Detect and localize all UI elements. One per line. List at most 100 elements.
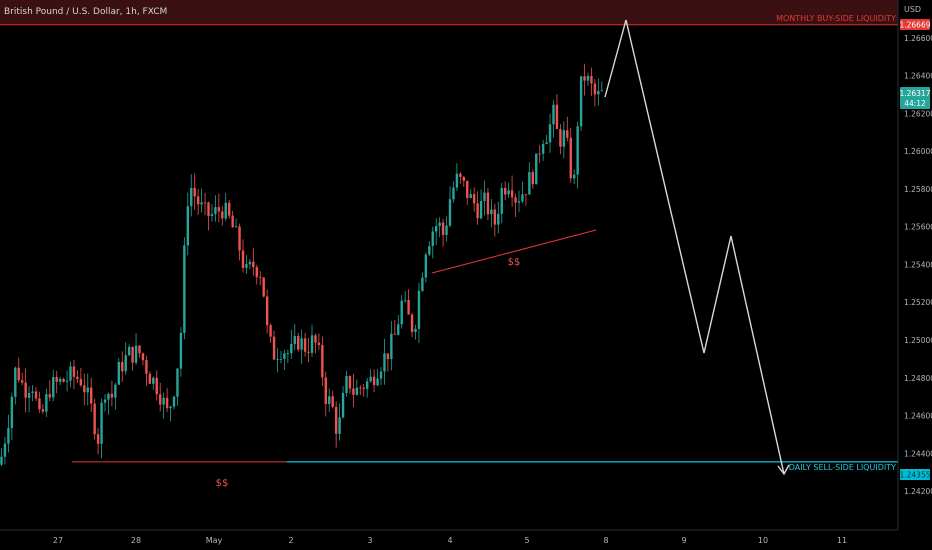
price-tick-label: 1.25600 [904,223,932,232]
candle-body [290,343,293,354]
candle-body [48,394,51,398]
time-tick-label: 4 [447,536,452,545]
candle-body [579,76,583,127]
projection-path[interactable] [604,19,785,475]
candle-body [238,226,241,251]
candle-body [7,428,10,444]
candle-body [390,333,393,360]
lower-ss-label: $$ [216,478,229,489]
candle-body [486,192,490,215]
candle-body [214,207,217,215]
candle-body [528,172,531,195]
candle-body [38,398,41,410]
candle-body [472,194,476,204]
candle-body [103,399,107,403]
candle-body [86,387,89,393]
candle-body [269,325,272,337]
time-tick-label: 8 [603,536,608,545]
candle-body [469,194,472,199]
candle-body [407,299,410,315]
candle-body [483,192,486,202]
candle-body [583,76,586,81]
candle-body [569,137,572,179]
sell-price-badge-text: 1.24355 [899,471,930,480]
candle-body [72,366,76,377]
candle-body [21,380,24,383]
candle-body [573,174,576,179]
candle-body [414,328,417,333]
candle-body [34,391,38,399]
candle-body [252,261,255,268]
candle-body [441,222,445,235]
candle-body [397,324,400,335]
candle-body [455,173,459,188]
countdown-text: 44:12 [904,99,926,108]
candle-body [417,290,421,329]
candle-body [228,202,231,216]
candle-body [255,267,258,278]
candle-body [117,361,120,385]
candle-body [328,396,331,404]
candle-body [124,355,127,372]
buy-price-badge [900,19,930,30]
candle-body [79,379,83,386]
candle-body [58,378,62,382]
candle-body [52,376,55,398]
candle-body [41,409,45,412]
candle-body [138,345,141,354]
candle-body [490,209,493,215]
candle-body [541,143,545,154]
candle-body [297,336,300,350]
candle-body [14,367,17,397]
sell-price-badge [900,469,930,480]
candle-body [510,190,514,198]
candle-body [400,300,403,325]
time-tick-label: 10 [758,536,768,545]
candle-body [152,377,155,384]
candle-body [545,142,548,144]
candle-body [283,353,286,359]
candle-body [31,391,34,393]
candle-body [279,358,283,360]
price-tick-label: 1.25400 [904,260,932,269]
time-tick-label: 28 [131,536,141,545]
projection-arrowhead [777,464,790,476]
candle-body [593,83,597,95]
candle-body [393,333,396,335]
candle-body [376,378,379,386]
candle-body [45,394,48,412]
candle-body [435,226,438,232]
candle-body [186,206,189,246]
candle-body [372,376,376,386]
candle-body [576,126,579,175]
candle-body [172,396,176,407]
candle-body [504,188,507,195]
candle-body [90,387,93,404]
candle-body [100,402,103,444]
candle-body [190,187,193,207]
candle-body [379,371,383,379]
time-tick-label: 5 [524,536,529,545]
candle-body [96,434,100,444]
candle-body [476,203,479,219]
candle-body [286,353,290,355]
candle-body [448,199,452,226]
candle-body [524,194,528,196]
price-tick-label: 1.26200 [904,109,932,118]
symbol-title: British Pound / U.S. Dollar, 1h, FXCM [4,7,167,17]
candle-body [0,456,3,465]
candle-body [355,387,359,395]
candle-body [165,397,169,409]
equal-lows-trendline[interactable] [431,229,597,274]
candle-body [431,231,434,247]
time-tick-label: 11 [837,536,847,545]
candle-body [321,344,324,378]
time-tick-label: 2 [288,536,293,545]
candle-body [514,197,517,203]
candle-body [293,336,296,344]
candle-body [459,173,462,178]
candle-body [366,381,369,389]
candle-body [200,202,203,205]
candle-body [10,396,14,429]
